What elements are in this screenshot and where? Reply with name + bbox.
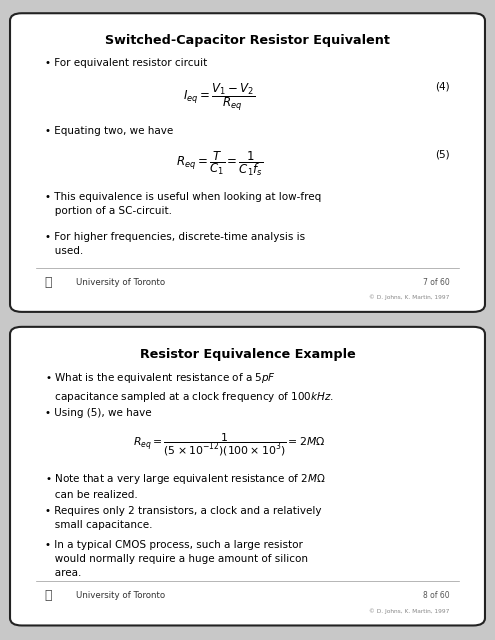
Text: $R_{eq} = \dfrac{1}{(5 \times 10^{-12})(100 \times 10^{3})} = 2M\Omega$: $R_{eq} = \dfrac{1}{(5 \times 10^{-12})(… (133, 432, 325, 458)
Text: • Note that a very large equivalent resistance of $2M\Omega$
   can be realized.: • Note that a very large equivalent resi… (46, 472, 326, 500)
Text: Resistor Equivalence Example: Resistor Equivalence Example (140, 348, 355, 360)
FancyBboxPatch shape (10, 327, 485, 625)
Text: • For equivalent resistor circuit: • For equivalent resistor circuit (46, 58, 207, 68)
Text: © D. Johns, K. Martin, 1997: © D. Johns, K. Martin, 1997 (369, 294, 450, 300)
Text: Switched-Capacitor Resistor Equivalent: Switched-Capacitor Resistor Equivalent (105, 34, 390, 47)
Text: • In a typical CMOS process, such a large resistor
   would normally require a h: • In a typical CMOS process, such a larg… (46, 540, 308, 578)
Text: • Using (5), we have: • Using (5), we have (46, 408, 152, 418)
Text: 7 of 60: 7 of 60 (423, 278, 450, 287)
Text: (4): (4) (435, 81, 450, 92)
FancyBboxPatch shape (10, 13, 485, 312)
Text: © D. Johns, K. Martin, 1997: © D. Johns, K. Martin, 1997 (369, 608, 450, 614)
Text: • For higher frequencies, discrete-time analysis is
   used.: • For higher frequencies, discrete-time … (46, 232, 305, 256)
Text: $R_{eq} = \dfrac{T}{C_1} = \dfrac{1}{C_1 f_s}$: $R_{eq} = \dfrac{T}{C_1} = \dfrac{1}{C_1… (176, 149, 263, 178)
Text: • Equating two, we have: • Equating two, we have (46, 125, 174, 136)
Text: ⎈: ⎈ (44, 589, 51, 602)
Text: ⎈: ⎈ (44, 276, 51, 289)
Text: University of Toronto: University of Toronto (76, 278, 165, 287)
Text: 8 of 60: 8 of 60 (423, 591, 450, 600)
Text: (5): (5) (435, 149, 450, 159)
Text: • What is the equivalent resistance of a $5pF$
   capacitance sampled at a clock: • What is the equivalent resistance of a… (46, 371, 334, 404)
Text: University of Toronto: University of Toronto (76, 591, 165, 600)
Text: $I_{eq} = \dfrac{V_1 - V_2}{R_{eq}}$: $I_{eq} = \dfrac{V_1 - V_2}{R_{eq}}$ (183, 81, 255, 113)
Text: • Requires only 2 transistors, a clock and a relatively
   small capacitance.: • Requires only 2 transistors, a clock a… (46, 506, 322, 530)
Text: • This equivalence is useful when looking at low-freq
   portion of a SC-circuit: • This equivalence is useful when lookin… (46, 192, 322, 216)
